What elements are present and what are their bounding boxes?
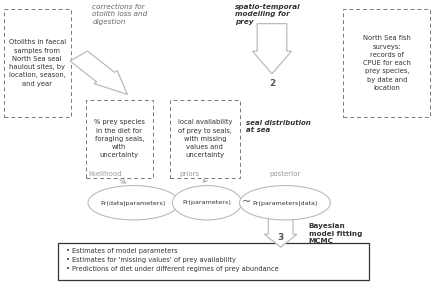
Polygon shape [252, 24, 291, 74]
Text: 3: 3 [277, 233, 283, 242]
Text: priors: priors [179, 171, 199, 177]
Ellipse shape [172, 185, 241, 220]
Text: Pr(data|parameters): Pr(data|parameters) [101, 200, 166, 206]
Bar [342, 9, 429, 117]
Text: posterior: posterior [269, 171, 300, 177]
Bar [170, 100, 239, 178]
Bar [58, 243, 368, 280]
Text: corrections for
otolith loss and
digestion: corrections for otolith loss and digesti… [92, 3, 147, 25]
Text: 2: 2 [268, 79, 274, 88]
Text: local availability
of prey to seals,
with missing
values and
uncertainty: local availability of prey to seals, wit… [177, 120, 232, 158]
Polygon shape [264, 219, 296, 247]
Text: North Sea fish
surveys:
records of
CPUE for each
prey species,
by date and
locat: North Sea fish surveys: records of CPUE … [362, 35, 410, 91]
Bar [3, 9, 71, 117]
Text: Pr(parameters): Pr(parameters) [182, 200, 231, 205]
Text: seal distribution
at sea: seal distribution at sea [246, 120, 310, 133]
Text: • Estimates of model parameters
• Estimates for 'missing values' of prey availab: • Estimates of model parameters • Estima… [66, 248, 278, 272]
Text: ~: ~ [241, 197, 250, 207]
Text: Bayesian
model fitting
MCMC: Bayesian model fitting MCMC [308, 223, 362, 244]
Text: likelihood: likelihood [89, 171, 122, 177]
Text: % prey species
in the diet for
foraging seals,
with
uncertainty: % prey species in the diet for foraging … [94, 120, 145, 158]
Bar [85, 100, 153, 178]
Text: Otoliths in faecal
samples from
North Sea seal
haulout sites, by
location, seaso: Otoliths in faecal samples from North Se… [9, 39, 66, 87]
Ellipse shape [88, 185, 178, 220]
Text: Pr(parameters|data): Pr(parameters|data) [252, 200, 317, 206]
Ellipse shape [239, 185, 330, 220]
Polygon shape [70, 51, 127, 94]
Text: spatio-temporal
modelling for
prey: spatio-temporal modelling for prey [235, 3, 300, 25]
